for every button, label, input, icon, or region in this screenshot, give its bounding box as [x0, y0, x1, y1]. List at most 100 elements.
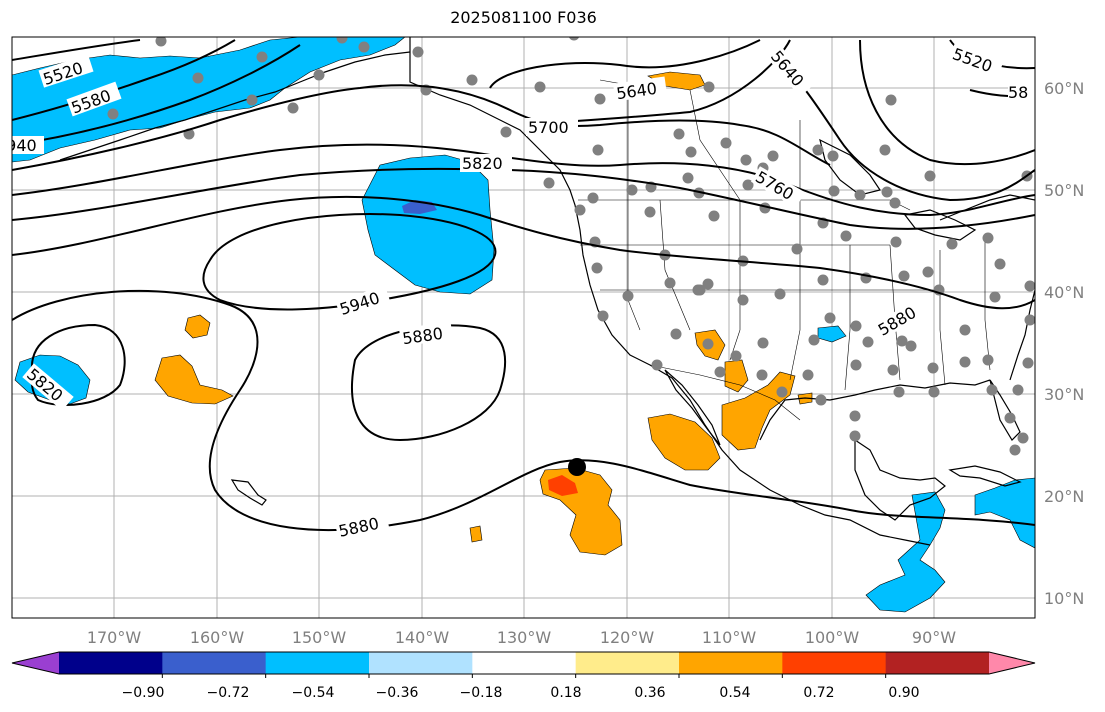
station-dot: [849, 430, 861, 442]
colorbar-segment: [782, 652, 887, 674]
contour-label: 5820: [462, 154, 503, 173]
colorbar-tick: −0.72: [207, 685, 250, 701]
map-frame: [11, 36, 1036, 619]
station-dot: [1004, 412, 1016, 424]
station-dot: [714, 366, 726, 378]
station-dot: [313, 69, 325, 81]
colorbar-segment: [59, 652, 163, 674]
coastlines: [59, 37, 1035, 546]
colorbar-segment: [472, 652, 577, 674]
station-dot: [664, 277, 676, 289]
station-dot: [898, 270, 910, 282]
station-dot: [994, 258, 1006, 270]
lon-label: 90°W: [912, 628, 956, 647]
lon-label: 140°W: [395, 628, 450, 647]
colorbar-tick-labels: −0.90 −0.72 −0.54 −0.36 −0.18 0.18 0.36 …: [122, 685, 920, 701]
colorbar-tick: −0.90: [122, 685, 165, 701]
station-dot: [982, 232, 994, 244]
station-dot: [881, 186, 893, 198]
station-dot: [670, 328, 682, 340]
lat-label: 40°N: [1044, 283, 1084, 302]
station-dot: [534, 81, 546, 93]
station-dot: [740, 154, 752, 166]
anomaly-caribbean: [865, 491, 946, 613]
lon-label: 160°W: [190, 628, 245, 647]
latitude-labels: 60°N 50°N 40°N 30°N 20°N 10°N: [1044, 79, 1084, 608]
station-dot: [808, 334, 820, 346]
anomaly-northwest-pacific: [154, 354, 234, 405]
gulf-coast: [759, 379, 991, 441]
contour-5700-west: [12, 84, 831, 171]
colorbar-tick: 0.54: [719, 685, 750, 701]
anomaly-gulf-alaska: [12, 37, 406, 163]
station-dot: [543, 177, 555, 189]
station-dot: [928, 386, 940, 398]
anomaly-small-1: [469, 525, 483, 543]
contour-5580-ne: [859, 39, 1035, 166]
station-dot: [500, 126, 512, 138]
colorbar-segment: [162, 652, 267, 674]
station-dot: [986, 384, 998, 396]
station-dot: [246, 94, 258, 106]
contour-5580: [12, 39, 236, 121]
colorbar: [11, 651, 1036, 678]
colorbar-segment: [679, 652, 783, 674]
baja-peninsula: [664, 369, 721, 446]
station-dot: [155, 37, 167, 47]
station-dot: [594, 93, 606, 105]
height-contours: [12, 39, 1035, 531]
station-dot: [693, 187, 705, 199]
station-dot: [358, 41, 370, 53]
contour-label: 5880: [337, 514, 381, 541]
station-dot: [959, 324, 971, 336]
contour-5760: [12, 143, 1035, 217]
station-dot: [922, 266, 934, 278]
station-dot: [587, 192, 599, 204]
lat-label: 30°N: [1044, 385, 1084, 404]
colorbar-segment: [369, 652, 473, 674]
station-dot: [107, 108, 119, 120]
station-dot: [287, 102, 299, 114]
contour-5880-north: [12, 195, 1035, 310]
hawaii-islands: [230, 479, 267, 506]
station-dot: [982, 354, 994, 366]
station-dot: [737, 294, 749, 306]
station-dot: [651, 359, 663, 371]
station-dot: [896, 335, 908, 347]
contour-label: 5940: [0, 136, 37, 155]
east-coast: [1009, 289, 1035, 381]
station-dot: [708, 210, 720, 222]
florida: [989, 379, 1021, 441]
contour-5820-hawaii: [30, 323, 126, 406]
lon-label: 130°W: [497, 628, 552, 647]
station-dot: [774, 288, 786, 300]
station-dot: [702, 278, 714, 290]
contour-label: 5760: [752, 167, 797, 204]
contour-5940-ring: [202, 213, 497, 311]
contour-label: 58: [1008, 83, 1028, 102]
station-dot: [854, 189, 866, 201]
station-dot: [849, 410, 861, 422]
station-dot: [694, 284, 706, 296]
station-dot: [1022, 357, 1034, 369]
anomaly-baja: [647, 413, 721, 471]
contour-label: 5520: [950, 44, 995, 76]
alaska-coast: [59, 51, 411, 161]
station-dot: [1012, 384, 1024, 396]
lon-label: 120°W: [600, 628, 655, 647]
anomaly-gulf-honduras: [974, 477, 1035, 549]
station-dot: [812, 144, 824, 156]
colorbar-segment: [885, 652, 990, 674]
station-dot: [682, 172, 694, 184]
station-dot: [815, 394, 827, 406]
colorbar-segment: [265, 652, 370, 674]
station-dot: [256, 51, 268, 63]
colorbar-extend-high: [989, 652, 1035, 674]
station-dot: [702, 338, 714, 350]
contour-label-group: 5520 5580 5640 5700 5820 5760 5940 5880 …: [0, 43, 1035, 541]
station-dot: [742, 179, 754, 191]
station-dot: [827, 150, 839, 162]
strong-positive-patch: [548, 475, 578, 496]
station-dot: [890, 236, 902, 248]
colorbar-tick: 0.90: [888, 685, 919, 701]
